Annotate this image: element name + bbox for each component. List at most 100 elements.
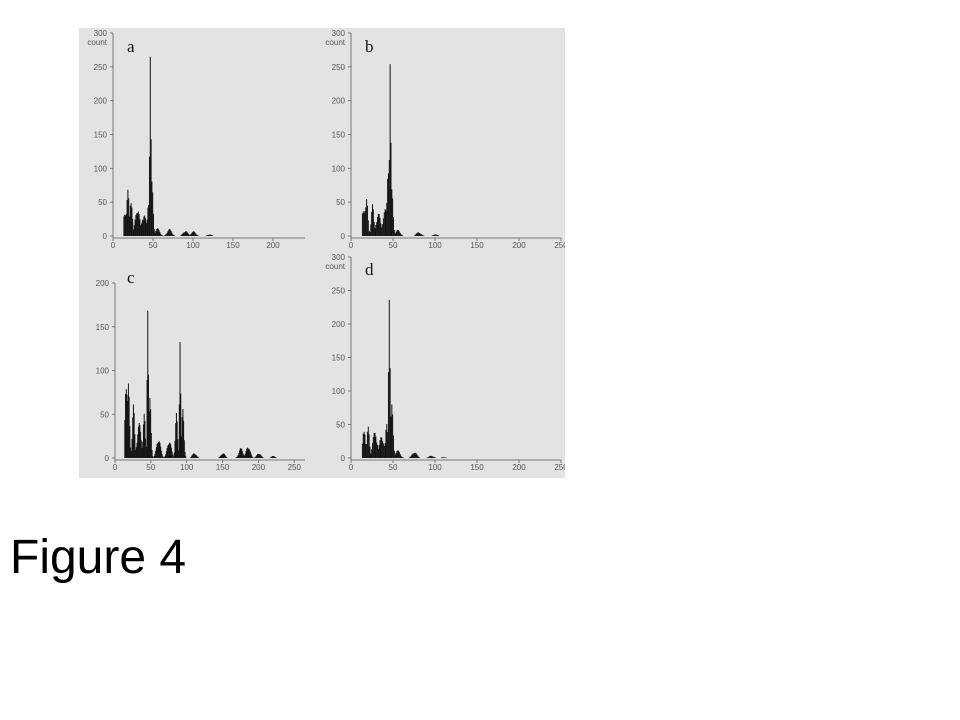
- histogram-bar: [154, 232, 156, 236]
- histogram-bar: [194, 454, 196, 458]
- histogram-bar: [195, 233, 197, 236]
- histogram-bar: [438, 235, 440, 237]
- histogram-bar: [385, 210, 387, 236]
- histogram-bar: [417, 455, 419, 458]
- histogram-bar: [414, 452, 416, 458]
- x-tick-label: 50: [389, 463, 398, 472]
- histogram-bar: [155, 450, 157, 458]
- histogram-bar: [271, 456, 273, 458]
- histogram-bar: [395, 231, 397, 236]
- x-tick-label: 150: [470, 241, 484, 250]
- histogram-bar: [374, 228, 376, 236]
- histogram-bar: [432, 456, 434, 458]
- histogram-bar: [141, 448, 143, 458]
- histogram-bar: [398, 230, 400, 236]
- y-tick-label: 300: [332, 253, 346, 262]
- histogram-bar: [371, 449, 373, 458]
- histogram-bar: [178, 450, 180, 458]
- histogram-bar: [387, 372, 389, 458]
- histogram-bar: [393, 229, 395, 236]
- histogram-bar: [139, 219, 141, 236]
- histogram-bar: [236, 457, 238, 458]
- y-tick-label: 0: [341, 232, 346, 241]
- histogram-bar: [176, 421, 178, 458]
- histogram-bar: [174, 440, 176, 458]
- histogram-bar: [143, 413, 145, 458]
- histogram-bar: [386, 202, 388, 236]
- histogram-bar: [130, 451, 132, 458]
- histogram-bar: [251, 456, 253, 458]
- histogram-bar: [165, 451, 167, 458]
- histogram-bar: [421, 234, 423, 236]
- histogram-bar: [397, 450, 399, 458]
- histogram-bar: [252, 457, 254, 459]
- histogram-bar: [380, 223, 382, 236]
- histogram-bar: [257, 453, 259, 458]
- histogram-bar: [401, 234, 403, 236]
- histogram-bar: [385, 429, 387, 458]
- y-axis-label: count: [325, 38, 345, 47]
- y-tick-label: 150: [332, 131, 346, 140]
- histogram-bar: [249, 449, 251, 458]
- histogram-bar: [365, 207, 367, 236]
- histogram-bar: [137, 434, 139, 458]
- histogram-bar: [149, 156, 150, 236]
- histogram-bar: [184, 451, 186, 458]
- histogram-bar: [129, 216, 130, 236]
- histogram-bar: [183, 420, 185, 458]
- histogram-bar: [445, 457, 447, 459]
- histogram-bar: [260, 455, 262, 458]
- histogram-bar: [416, 454, 418, 458]
- histogram-bar: [145, 447, 147, 458]
- histogram-bar: [205, 235, 207, 236]
- y-tick-label: 200: [332, 320, 346, 329]
- histogram-bar: [160, 450, 162, 458]
- histogram-bar: [153, 456, 155, 458]
- y-tick-label: 200: [96, 279, 110, 288]
- histogram-panel-a: 0 50 100 150 200 250 300 count 0 50 100 150 200 a: [79, 28, 313, 250]
- y-tick-label: 100: [96, 367, 110, 376]
- histogram-bar: [418, 232, 420, 236]
- histogram-bar: [431, 235, 433, 237]
- histogram-bar: [138, 213, 140, 236]
- histogram-bar: [235, 457, 237, 459]
- histogram-bar: [370, 453, 372, 458]
- histogram-bar: [134, 219, 136, 236]
- histogram-bar: [238, 453, 240, 458]
- histogram-bar: [154, 453, 156, 458]
- histogram-bar: [372, 443, 373, 458]
- histogram-bar: [259, 454, 261, 458]
- histogram-bar: [251, 455, 253, 458]
- histogram-bar: [411, 454, 413, 458]
- histogram-bar: [373, 221, 375, 236]
- x-tick-label: 250: [554, 463, 565, 472]
- histogram-bar: [181, 234, 182, 236]
- histogram-bar: [155, 446, 157, 458]
- histogram-bar: [274, 456, 276, 458]
- histogram-bar: [151, 449, 153, 458]
- histogram-bar: [239, 448, 241, 458]
- histogram-bar: [130, 203, 132, 236]
- histogram-bar: [362, 433, 364, 458]
- histogram-bar: [198, 457, 200, 458]
- histogram-bar: [141, 220, 143, 236]
- histogram-bar: [197, 456, 199, 458]
- histogram-bar: [123, 216, 125, 236]
- x-tick-label: 100: [428, 463, 442, 472]
- histogram-bar: [165, 454, 167, 458]
- histogram-bar: [393, 450, 395, 458]
- histogram-bar: [394, 454, 396, 458]
- histogram-bar: [173, 235, 175, 236]
- histogram-bar: [395, 453, 397, 458]
- histogram-bar: [363, 431, 365, 458]
- histogram-c-plot: 0 50 100 150 200 0 50 100 150 200 250: [96, 279, 305, 472]
- histogram-bar: [211, 235, 213, 236]
- histogram-bar: [212, 235, 214, 236]
- histogram-bar: [153, 213, 154, 236]
- histogram-bar: [384, 209, 386, 236]
- histogram-bar: [250, 453, 252, 458]
- histogram-bar: [140, 431, 142, 458]
